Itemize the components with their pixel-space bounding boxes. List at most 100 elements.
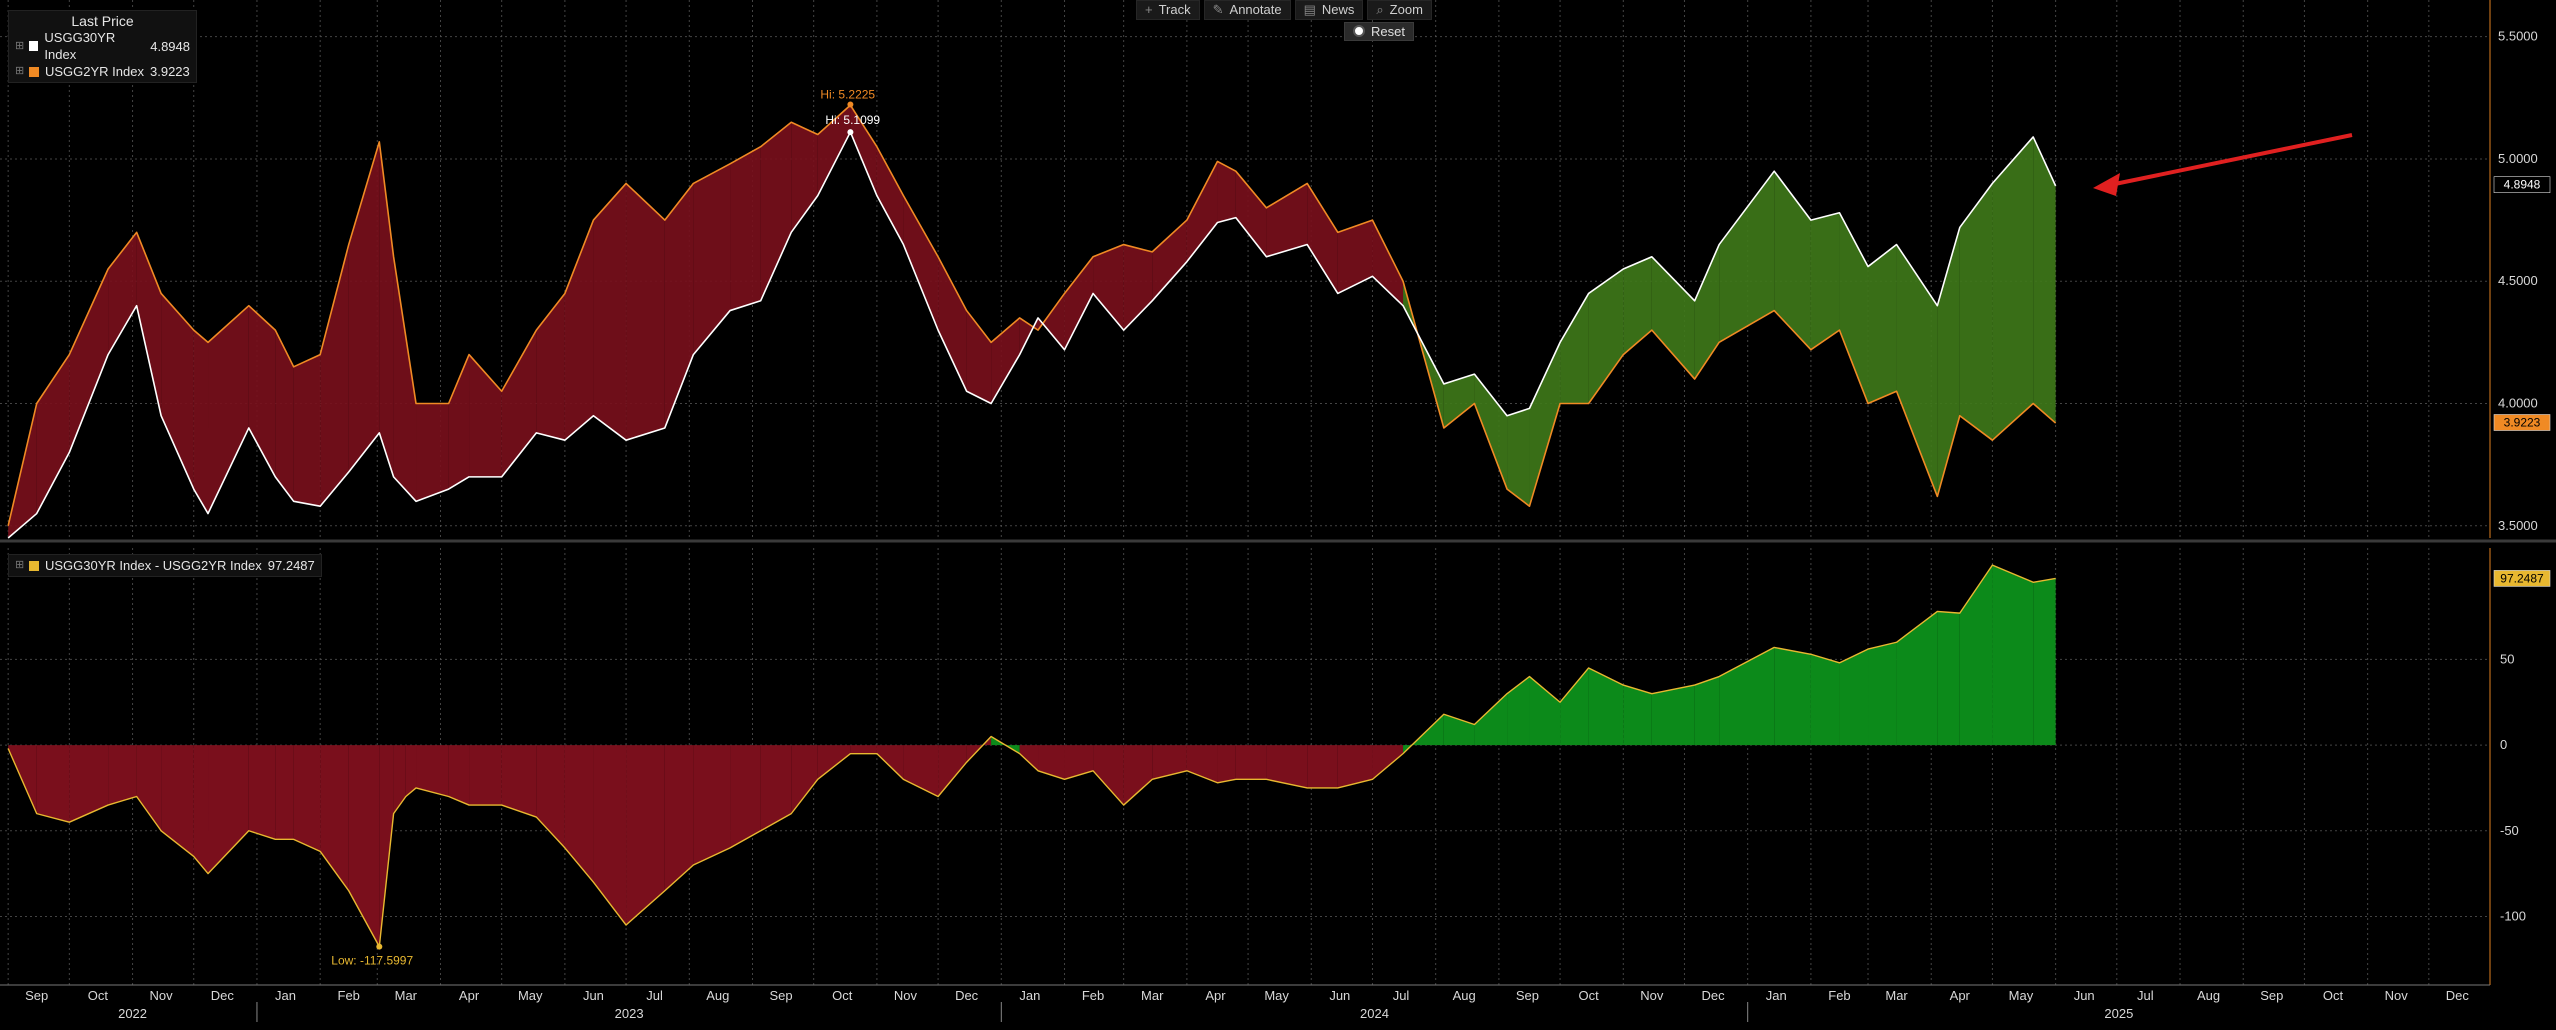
last-price-tag-2yr: 3.9223 xyxy=(2504,416,2541,430)
price-tick-label: 4.0000 xyxy=(2498,396,2538,411)
low-marker xyxy=(376,943,383,950)
spread-area-fill xyxy=(1560,667,1589,746)
month-tick-label: Jun xyxy=(583,988,604,1003)
news-button[interactable]: ▤ News xyxy=(1294,0,1364,20)
yield-gap-fill xyxy=(248,305,276,477)
legend-label-spread: USGG30YR Index - USGG2YR Index xyxy=(45,558,262,573)
reset-button[interactable]: Reset xyxy=(1344,22,1414,41)
month-tick-label: Mar xyxy=(395,988,418,1003)
yield-gap-fill xyxy=(379,141,394,477)
spread-area-fill xyxy=(938,745,967,797)
high-marker xyxy=(847,101,854,108)
spread-area-fill xyxy=(903,745,939,797)
month-tick-label: Mar xyxy=(1141,988,1164,1003)
yield-gap-fill xyxy=(664,183,694,428)
legend-label-30yr: USGG30YR Index xyxy=(44,30,116,62)
spread-area-fill xyxy=(379,745,394,947)
yield-gap-fill xyxy=(1152,220,1187,301)
month-tick-label: Sep xyxy=(1516,988,1539,1003)
zoom-label: Zoom xyxy=(1389,2,1423,17)
yield-gap-fill xyxy=(1474,374,1508,490)
spread-area-fill xyxy=(248,745,276,840)
legend-value-2yr: 3.9223 xyxy=(150,64,190,79)
yield-gap-fill xyxy=(448,354,470,490)
month-tick-label: Apr xyxy=(1950,988,1971,1003)
yield-gap-fill xyxy=(501,330,537,477)
track-button[interactable]: + Track xyxy=(1136,0,1200,20)
legend-item-2yr[interactable]: ⊞ USGG2YR Index 3.9223 xyxy=(15,63,190,80)
spread-area-fill xyxy=(1123,745,1153,806)
price-tick-label: 5.0000 xyxy=(2498,151,2538,166)
yield-gap-fill xyxy=(161,293,194,490)
yield-gap-fill xyxy=(1529,342,1561,507)
yield-gap-fill xyxy=(393,256,417,502)
yield-gap-fill xyxy=(69,269,109,453)
month-tick-label: Sep xyxy=(2260,988,2283,1003)
spread-area-fill xyxy=(1337,745,1373,788)
yield-gap-fill xyxy=(348,141,380,472)
month-tick-label: Oct xyxy=(2323,988,2344,1003)
spread-area-fill xyxy=(1019,745,1039,771)
chart-toolbar: + Track ✎ Annotate ▤ News ⌕ Zoom xyxy=(1136,0,1432,20)
month-tick-label: Jan xyxy=(1019,988,1040,1003)
magnifier-icon: ⌕ xyxy=(1376,2,1384,17)
month-tick-label: Jan xyxy=(1766,988,1787,1003)
month-tick-label: May xyxy=(2009,988,2034,1003)
spread-area-fill xyxy=(448,745,470,806)
month-tick-label: Jul xyxy=(2137,988,2154,1003)
expand-icon: ⊞ xyxy=(15,559,25,571)
month-tick-label: Apr xyxy=(1205,988,1226,1003)
yield-gap-fill xyxy=(193,330,209,514)
spread-area-fill xyxy=(564,745,594,883)
series-line-usgg30yr xyxy=(7,131,2057,539)
yield-gap-fill xyxy=(1560,293,1589,404)
top-panel xyxy=(7,104,2057,539)
yield-gap-fill xyxy=(1959,183,1993,441)
news-label: News xyxy=(1321,2,1355,17)
spread-area-fill xyxy=(1651,685,1695,746)
yield-gap-fill xyxy=(1123,244,1153,331)
spread-area-fill xyxy=(293,745,321,852)
spread-area-fill xyxy=(501,745,537,818)
last-price-tag-spread: 97.2487 xyxy=(2500,571,2544,585)
high-annotation-label: Hi: 5.2225 xyxy=(820,88,875,102)
month-tick-label: Jun xyxy=(1329,988,1350,1003)
yield-gap-fill xyxy=(108,232,137,355)
legend-label-2yr: USGG2YR Index xyxy=(45,64,144,79)
spread-area-fill xyxy=(876,745,904,780)
month-tick-label: Dec xyxy=(1701,988,1725,1003)
month-tick-label: Jan xyxy=(275,988,296,1003)
spread-area-fill xyxy=(320,745,349,891)
spread-area-fill xyxy=(760,745,792,831)
yield-gap-fill xyxy=(760,122,792,301)
month-tick-label: Sep xyxy=(769,988,792,1003)
annotate-button[interactable]: ✎ Annotate xyxy=(1203,0,1291,20)
spread-area-fill xyxy=(817,745,851,780)
month-tick-label: Oct xyxy=(88,988,109,1003)
legend-title: Last Price xyxy=(71,13,134,29)
spread-area-fill xyxy=(1152,745,1187,780)
spread-area-fill xyxy=(393,745,406,814)
yield-gap-fill xyxy=(850,105,877,196)
yield-gap-fill xyxy=(1774,171,1811,350)
expand-icon: ⊞ xyxy=(15,39,25,52)
month-tick-label: Oct xyxy=(1579,988,1600,1003)
zoom-button[interactable]: ⌕ Zoom xyxy=(1367,0,1432,20)
yield-gap-fill xyxy=(693,163,731,355)
red-arrow-head xyxy=(2093,173,2120,196)
spread-area-fill xyxy=(69,745,109,823)
spread-area-fill xyxy=(1235,745,1267,780)
yield-gap-fill xyxy=(593,183,627,441)
yield-gap-fill xyxy=(1235,171,1267,257)
spread-area-fill xyxy=(405,745,417,797)
yield-gap-fill xyxy=(1372,220,1404,306)
yield-gap-fill xyxy=(1992,136,2034,441)
high-marker xyxy=(847,129,854,136)
spread-tick-label: 0 xyxy=(2500,737,2507,752)
legend-item-30yr[interactable]: ⊞ USGG30YR Index 4.8948 xyxy=(15,29,190,63)
legend-item-spread[interactable]: ⊞ USGG30YR Index - USGG2YR Index 97.2487 xyxy=(15,557,315,574)
spread-area-fill xyxy=(626,745,665,926)
yield-gap-fill xyxy=(1623,256,1652,355)
